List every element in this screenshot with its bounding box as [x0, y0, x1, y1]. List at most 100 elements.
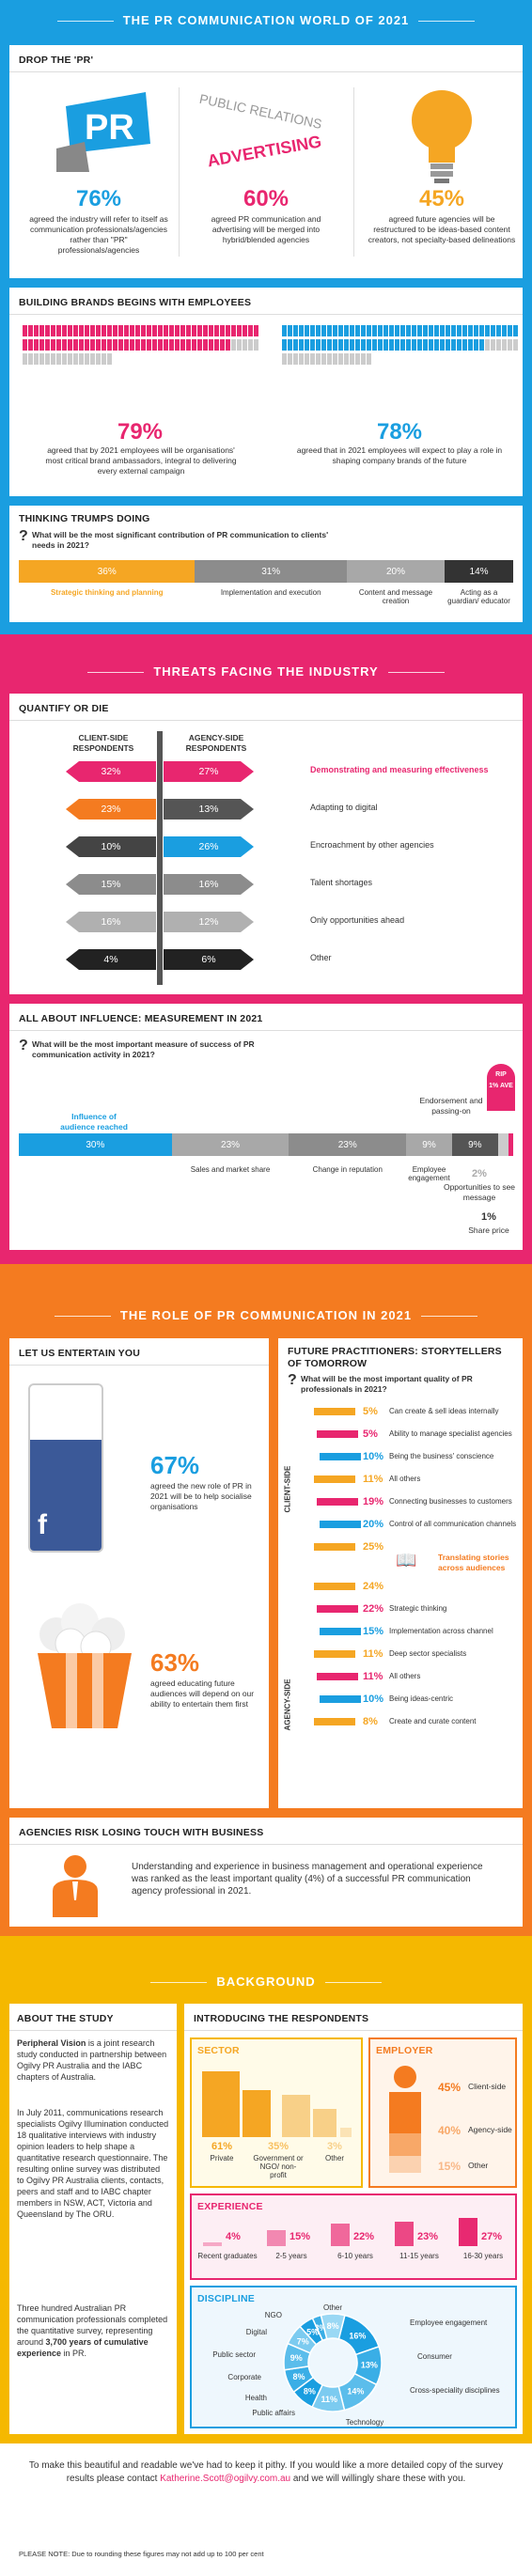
- study-card: ABOUT THE STUDY Peripheral Vision is a j…: [9, 2004, 177, 2434]
- employer-label-1: Agency-side: [468, 2125, 512, 2134]
- person-icon: [56, 353, 61, 365]
- translating-label: Translating stories across audiences: [438, 1553, 509, 1572]
- footer-note: PLEASE NOTE: Due to rounding these figur…: [19, 2550, 264, 2558]
- person-icon: [400, 325, 405, 336]
- quality-label: Implementation across channel: [389, 1627, 493, 1635]
- experience-pct: 27%: [481, 2231, 503, 2242]
- person-icon: [209, 339, 213, 351]
- thinking-segment: 20%: [346, 560, 446, 583]
- quality-pct: 19%: [363, 1496, 384, 1507]
- book-stack-icon: [317, 1498, 358, 1506]
- person-icon: [39, 325, 44, 336]
- book-stack-icon: [320, 1628, 361, 1635]
- person-icon: [73, 339, 78, 351]
- person-icon: [96, 339, 101, 351]
- section-title: LET US ENTERTAIN YOU: [19, 1348, 141, 1359]
- person-icon: [107, 325, 112, 336]
- agency-head: AGENCY-SIDE RESPONDENTS: [185, 733, 247, 753]
- person-icon: [333, 339, 337, 351]
- band-title: BACKGROUND: [0, 1975, 532, 1989]
- person-icon: [485, 325, 490, 336]
- person-icon: [226, 339, 230, 351]
- divider: [9, 314, 523, 315]
- person-icon: [192, 325, 196, 336]
- person-icon: [429, 325, 433, 336]
- discipline-label: Digital: [246, 2328, 267, 2336]
- influence-segment: [497, 1133, 509, 1156]
- person-icon: [68, 353, 72, 365]
- person-icon: [28, 339, 33, 351]
- contact-email-link[interactable]: Katherine.Scott@ogilvy.com.au: [160, 2474, 291, 2484]
- pop-text: agreed educating future audiences will d…: [150, 1678, 255, 1709]
- discipline-pct: 8%: [327, 2321, 339, 2331]
- thinking-segment: 31%: [195, 560, 347, 583]
- person-icon: [169, 339, 174, 351]
- person-icon: [102, 353, 106, 365]
- experience-label: 16-30 years: [462, 2252, 504, 2260]
- person-icon: [327, 339, 332, 351]
- person-icon: [51, 325, 55, 336]
- person-icon: [429, 339, 433, 351]
- person-icon: [344, 353, 349, 365]
- thinking-labels: Strategic thinking and planning Implement…: [19, 586, 513, 618]
- future-client-list: 5% Can create & sell ideas internally 5% Ab…: [297, 1406, 523, 1575]
- person-icon: [28, 325, 33, 336]
- person-icon: [56, 325, 61, 336]
- experience-bar: [203, 2241, 222, 2246]
- discipline-label: Corporate: [227, 2373, 261, 2381]
- book-stack-icon: [314, 1583, 355, 1590]
- book-stack-icon: [317, 1605, 358, 1613]
- section-title: THINKING TRUMPS DOING: [19, 513, 150, 524]
- study-p3-text: Three hundred Australian PR communicatio…: [17, 2303, 168, 2347]
- person-icon: [474, 325, 478, 336]
- person-icon: [62, 339, 67, 351]
- discipline-pct: 16%: [349, 2331, 366, 2340]
- discipline-box: DISCIPLINE 16% Employee engagement 13% Cons…: [190, 2286, 517, 2428]
- buildings-icon: [202, 2071, 352, 2137]
- experience-bar: [267, 2230, 286, 2246]
- sector-box: SECTOR 61% Private 35% Government or NGO/ n…: [190, 2037, 363, 2188]
- discipline-pct: 14%: [347, 2386, 364, 2396]
- agency-sign: 6%: [164, 949, 254, 970]
- discipline-label: Cross-speciality disciplines: [410, 2386, 500, 2395]
- person-icon: [34, 339, 39, 351]
- study-p1: Peripheral Vision is a joint research st…: [17, 2037, 169, 2083]
- person-icon: [372, 325, 377, 336]
- experience-bar: [395, 2222, 414, 2246]
- future-question: What will be the most important quality …: [301, 1374, 473, 1394]
- person-icon: [180, 339, 185, 351]
- person-icon: [327, 353, 332, 365]
- client-sign: 16%: [66, 912, 156, 932]
- person-icon: [175, 339, 180, 351]
- section-title: DROP THE 'PR': [19, 55, 94, 66]
- risk-card: AGENCIES RISK LOSING TOUCH WITH BUSINESS…: [9, 1818, 523, 1927]
- person-icon: [310, 325, 315, 336]
- sector-title: SECTOR: [197, 2045, 240, 2056]
- person-icon: [135, 325, 140, 336]
- employees-grid-left: [23, 325, 259, 367]
- experience-bar: [331, 2223, 350, 2246]
- client-head: CLIENT-SIDE RESPONDENTS: [72, 733, 134, 753]
- quality-pct: 10%: [363, 1694, 384, 1705]
- influence-segment: 23%: [171, 1133, 289, 1156]
- person-icon: [367, 325, 371, 336]
- person-icon: [158, 325, 163, 336]
- question-icon: ?: [288, 1372, 297, 1388]
- person-icon: [299, 353, 304, 365]
- discipline-pct: 8%: [293, 2372, 305, 2381]
- study-p1-bold: Peripheral Vision: [17, 2038, 86, 2048]
- person-icon: [96, 353, 101, 365]
- brands-text-right: agreed that in 2021 employees will expec…: [296, 445, 503, 465]
- person-icon: [231, 325, 236, 336]
- person-icon: [282, 325, 287, 336]
- band-title: THE ROLE OF PR COMMUNICATION IN 2021: [0, 1308, 532, 1322]
- person-icon: [462, 325, 467, 336]
- section-title: QUANTIFY OR DIE: [19, 703, 109, 714]
- agency-sign: 12%: [164, 912, 254, 932]
- person-icon: [79, 339, 84, 351]
- endorse-label: Endorsement and passing-on: [419, 1096, 483, 1116]
- threat-label: Talent shortages: [310, 878, 373, 887]
- quality-pct: 11%: [363, 1671, 383, 1682]
- person-icon: [45, 325, 50, 336]
- pr-advertising-icon: PUBLIC RELATIONS ADVERTISING: [193, 87, 343, 181]
